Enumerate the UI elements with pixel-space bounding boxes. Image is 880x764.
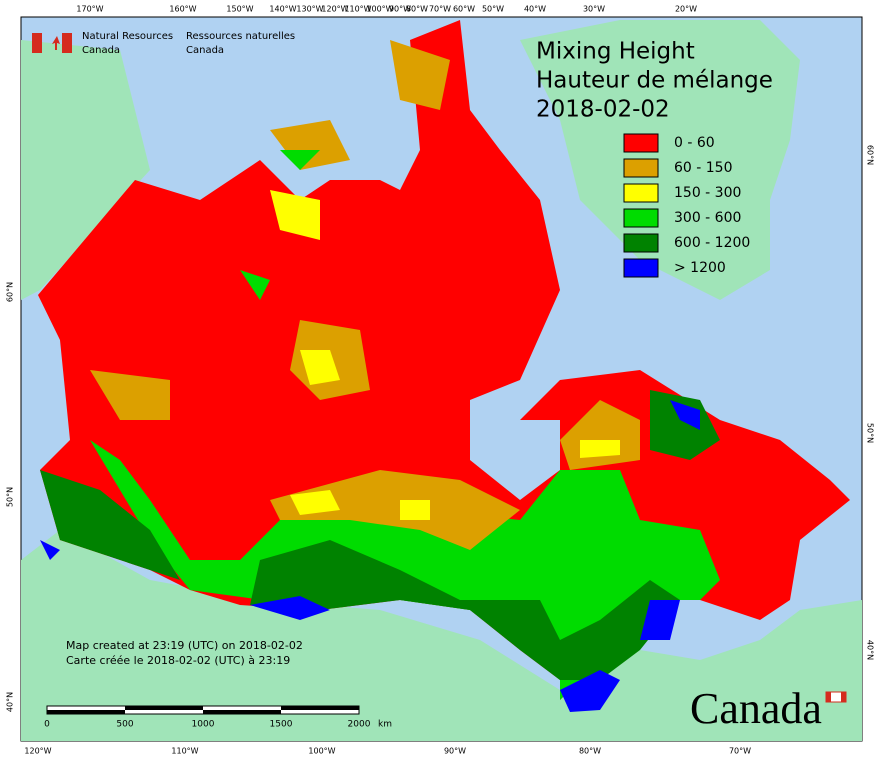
scale-segment [281,706,359,710]
top-label: 170°W [76,5,103,14]
bottom-label: 110°W [171,747,198,756]
top-label: 40°W [524,5,546,14]
top-label: 50°W [482,5,504,14]
bottom-label: 70°W [729,747,751,756]
zone-600-1200 [40,390,720,680]
flag-band [62,33,72,53]
top-label: 120°W [321,5,348,14]
us-land [21,530,862,741]
flag-band [32,33,42,53]
flag-band [841,692,846,702]
legend-label: > 1200 [674,260,726,276]
left-label: 50°N [6,487,15,507]
scale-segment [47,710,125,714]
top-label: 90°W [389,5,411,14]
legend-swatch [623,158,659,178]
wordmark-flag [825,691,847,703]
scale-label: 1500 [270,720,293,730]
logo [32,33,72,53]
scale-label: 500 [116,720,133,730]
scale-label: 2000 [348,720,371,730]
right-label: 60°N [866,145,875,165]
map-note: Carte créée le 2018-02-02 (UTC) à 23:19 [66,654,290,667]
top-label: 20°W [675,5,697,14]
legend-swatch [623,258,659,278]
graticule-labels: 170°W 160°W 150°W 140°W 130°W120°W110°W100°W… [6,5,875,756]
top-label: 160°W [169,5,196,14]
bottom-label: 80°W [579,747,601,756]
legend-label: 300 - 600 [674,210,741,226]
zone-300-600 [90,440,720,700]
zone-150-300 [270,190,620,520]
legend-label: 150 - 300 [674,185,741,201]
flag-leaf [52,36,60,50]
right-label: 40°N [866,640,875,660]
legend-swatch [623,233,659,253]
top-label: 110°W [344,5,371,14]
scale-bar: 0 500 1000 1500 2000 km [44,705,392,730]
org-fr: Ressources naturelles [186,31,295,42]
title: 2018-02-02 [536,97,670,123]
right-label: 50°N [866,423,875,443]
top-label: 100°W [366,5,393,14]
flag-band [826,692,831,702]
left-label: 60°N [6,282,15,302]
greenland [520,20,800,300]
scale-unit: km [378,720,392,730]
scale-label: 1000 [192,720,215,730]
bottom-label: 120°W [24,747,51,756]
title: Hauteur de mélange [536,68,773,94]
top-label: 60°W [453,5,475,14]
legend: 0 - 60 60 - 150 150 - 300 300 - 600 600 - 12… [623,133,750,278]
top-label: 70°W [429,5,451,14]
top-label: 80°W [406,5,428,14]
legend-label: 600 - 1200 [674,235,750,251]
alaska-west [21,40,150,300]
map-shapes [21,20,862,741]
left-label: 40°N [6,692,15,712]
legend-label: 60 - 150 [674,160,733,176]
arctic-60-150 [270,40,450,170]
top-label: 140°W [269,5,296,14]
legend-swatch [623,183,659,203]
scale-segment [203,710,281,714]
zone-60-150 [90,320,640,550]
scale-label: 0 [44,720,50,730]
org-fr: Canada [186,45,224,56]
hudson-bay [470,400,560,500]
wordmark: Canada [690,684,822,733]
map-note: Map created at 23:19 (UTC) on 2018-02-02 [66,639,303,652]
legend-swatch [623,133,659,153]
scale-segment [125,706,203,710]
bottom-label: 90°W [444,747,466,756]
bottom-label: 100°W [308,747,335,756]
org-en: Canada [82,45,120,56]
top-label: 130°W [296,5,323,14]
top-label: 150°W [226,5,253,14]
legend-label: 0 - 60 [674,135,715,151]
legend-swatch [623,208,659,228]
org-en: Natural Resources [82,31,173,42]
title: Mixing Height [536,39,695,65]
top-label: 30°W [583,5,605,14]
